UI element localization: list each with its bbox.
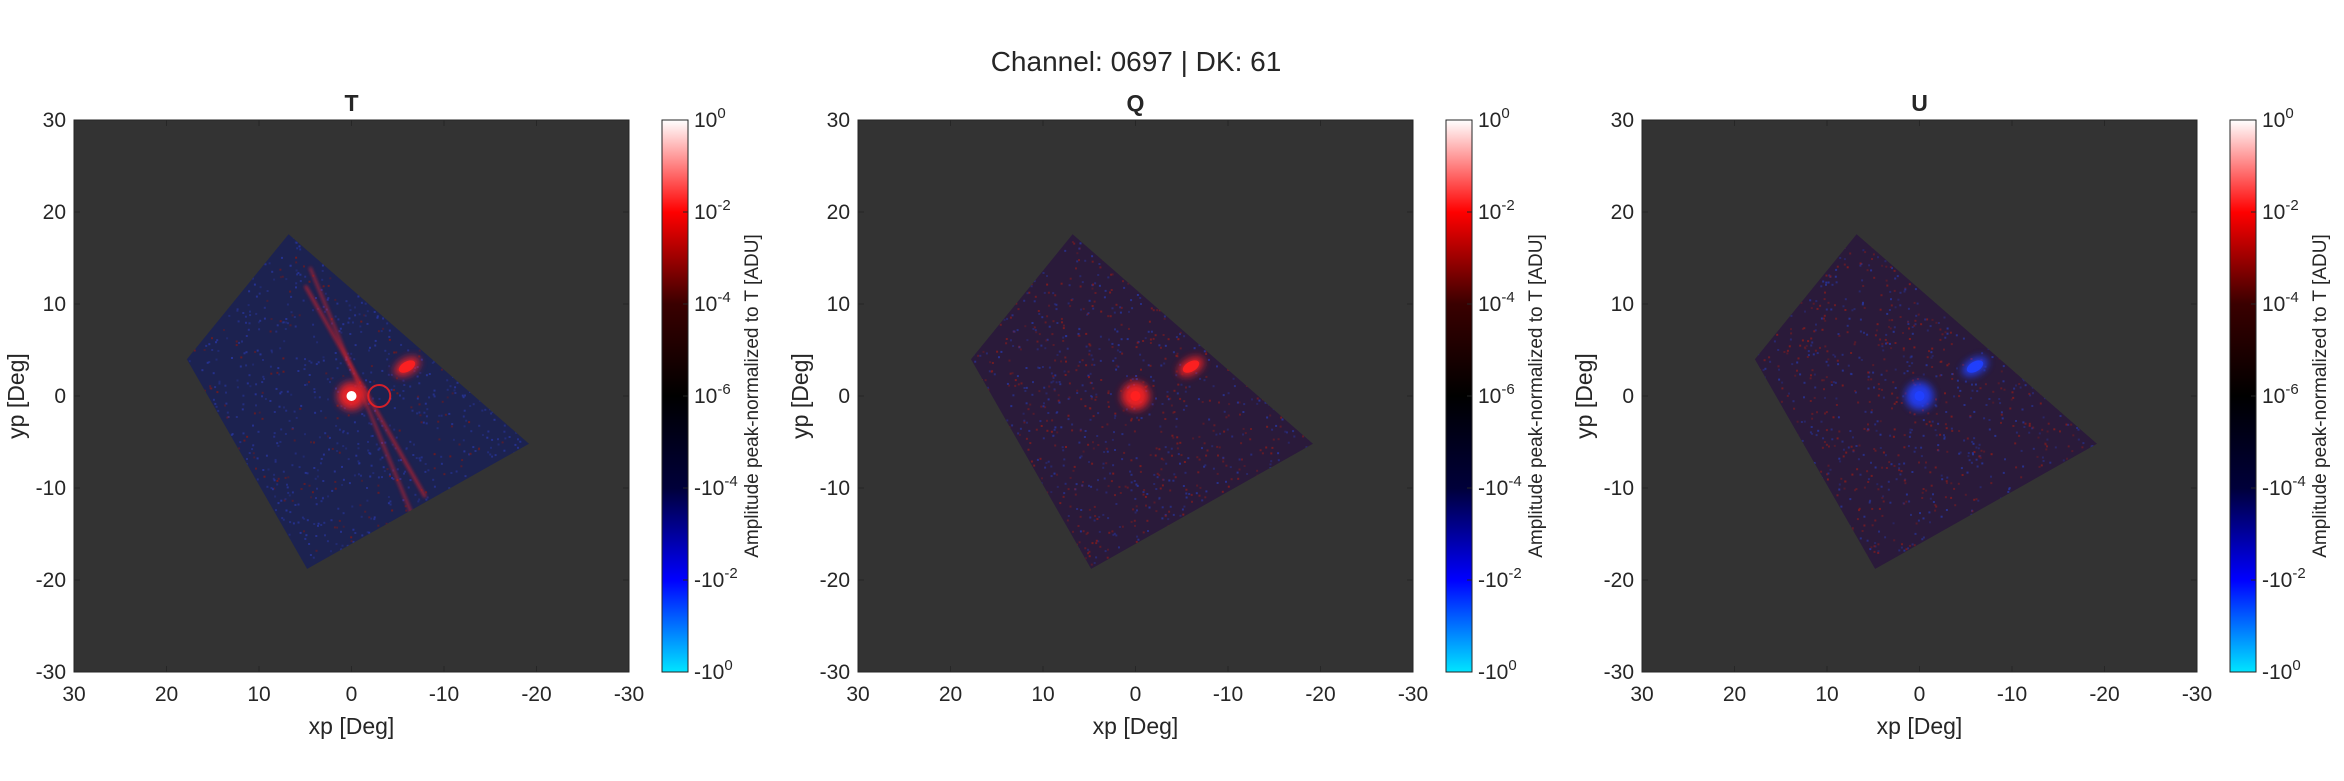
colorbar-tick-label: -100	[1478, 657, 1517, 684]
y-tick-label: -20	[36, 569, 66, 592]
x-tick-label: -20	[2089, 683, 2119, 706]
y-tick-label: 10	[827, 293, 850, 316]
x-tick-label: 30	[846, 683, 869, 706]
y-tick-label: 20	[43, 201, 66, 224]
colorbar-tick-label: 10-4	[2262, 289, 2299, 316]
x-tick-label: 30	[62, 683, 85, 706]
x-tick-label: 0	[346, 683, 358, 706]
x-tick-label: 20	[1723, 683, 1746, 706]
panel-title: T	[344, 90, 358, 116]
x-tick-label: 20	[155, 683, 178, 706]
y-axis-label: yp [Deg]	[1571, 353, 1597, 439]
y-tick-label: 20	[1611, 201, 1634, 224]
colorbar: 100 10-2 10-4 10-6 -10-4 -10-2 -100 Amplitude p…	[1445, 105, 1547, 684]
y-tick-label: -20	[1604, 569, 1634, 592]
y-tick-label: 0	[838, 385, 850, 408]
colorbar-tick-label: 100	[2262, 105, 2294, 132]
panel-title: Q	[1127, 90, 1145, 116]
y-axis-label: yp [Deg]	[3, 353, 29, 439]
colorbar-label: Amplitude peak-normalized to T [ADU]	[742, 234, 763, 558]
colorbar-label: Amplitude peak-normalized to T [ADU]	[1526, 234, 1547, 558]
y-tick-label: 10	[43, 293, 66, 316]
colorbar-tick-label: 10-4	[694, 289, 731, 316]
colorbar-tick-label: -10-2	[694, 565, 738, 592]
y-tick-label: 0	[54, 385, 66, 408]
x-tick-label: -30	[2182, 683, 2212, 706]
y-tick-label: 30	[827, 109, 850, 132]
colorbar-tick-label: 10-4	[1478, 289, 1515, 316]
x-tick-label: -10	[429, 683, 459, 706]
peak-feature	[346, 391, 357, 401]
y-tick-label: -10	[36, 477, 66, 500]
colorbar: 100 10-2 10-4 10-6 -10-4 -10-2 -100 Amplitude p…	[661, 105, 763, 684]
colorbar-tick-label: 10-6	[694, 381, 731, 408]
colorbar-tick-label: 10-6	[2262, 381, 2299, 408]
x-axis-label: xp [Deg]	[309, 713, 395, 739]
colorbar-label: Amplitude peak-normalized to T [ADU]	[2310, 234, 2331, 558]
x-tick-label: 10	[1031, 683, 1054, 706]
y-tick-label: -30	[820, 661, 850, 684]
peak-feature	[1130, 391, 1141, 401]
colorbar-tick-label: -100	[2262, 657, 2301, 684]
y-tick-label: 20	[827, 201, 850, 224]
stripe-feature	[303, 284, 427, 498]
x-tick-label: 30	[1630, 683, 1653, 706]
x-tick-label: 10	[1815, 683, 1838, 706]
y-tick-label: -20	[820, 569, 850, 592]
colorbar-tick-label: 100	[694, 105, 726, 132]
colorbar-tick-label: -10-2	[2262, 565, 2306, 592]
x-axis-label: xp [Deg]	[1093, 713, 1179, 739]
y-axis-label: yp [Deg]	[787, 353, 813, 439]
x-tick-label: 0	[1914, 683, 1926, 706]
colorbar-tick-label: 10-2	[694, 197, 731, 224]
colorbar-tick-label: -100	[694, 657, 733, 684]
colorbar: 100 10-2 10-4 10-6 -10-4 -10-2 -100 Amplitude p…	[2229, 105, 2331, 684]
colorbar-tick-label: 10-6	[1478, 381, 1515, 408]
panel-title: U	[1911, 90, 1928, 116]
x-tick-label: -20	[1305, 683, 1335, 706]
y-tick-label: 10	[1611, 293, 1634, 316]
y-tick-label: 30	[43, 109, 66, 132]
x-tick-label: -10	[1213, 683, 1243, 706]
y-tick-label: -30	[1604, 661, 1634, 684]
y-tick-label: 30	[1611, 109, 1634, 132]
x-axis-label: xp [Deg]	[1877, 713, 1963, 739]
y-tick-label: -30	[36, 661, 66, 684]
y-tick-label: 0	[1622, 385, 1634, 408]
colorbar-tick-label: -10-4	[1478, 473, 1522, 500]
colorbar-tick-label: -10-2	[1478, 565, 1522, 592]
scan-region	[1754, 234, 2098, 569]
colorbar-tick-label: 10-2	[2262, 197, 2299, 224]
x-tick-label: 10	[247, 683, 270, 706]
stripe-feature	[308, 266, 418, 526]
x-tick-label: 0	[1130, 683, 1142, 706]
peak-feature	[1914, 391, 1925, 401]
colorbar-tick-label: -10-4	[2262, 473, 2306, 500]
x-tick-label: 20	[939, 683, 962, 706]
figure-title: Channel: 0697 | DK: 61	[991, 46, 1282, 77]
x-tick-label: -20	[521, 683, 551, 706]
colorbar-tick-label: 100	[1478, 105, 1510, 132]
y-tick-label: -10	[820, 477, 850, 500]
x-tick-label: -30	[1398, 683, 1428, 706]
x-tick-label: -10	[1997, 683, 2027, 706]
colorbar-tick-label: -10-4	[694, 473, 738, 500]
colorbar-tick-label: 10-2	[1478, 197, 1515, 224]
x-tick-label: -30	[614, 683, 644, 706]
y-tick-label: -10	[1604, 477, 1634, 500]
